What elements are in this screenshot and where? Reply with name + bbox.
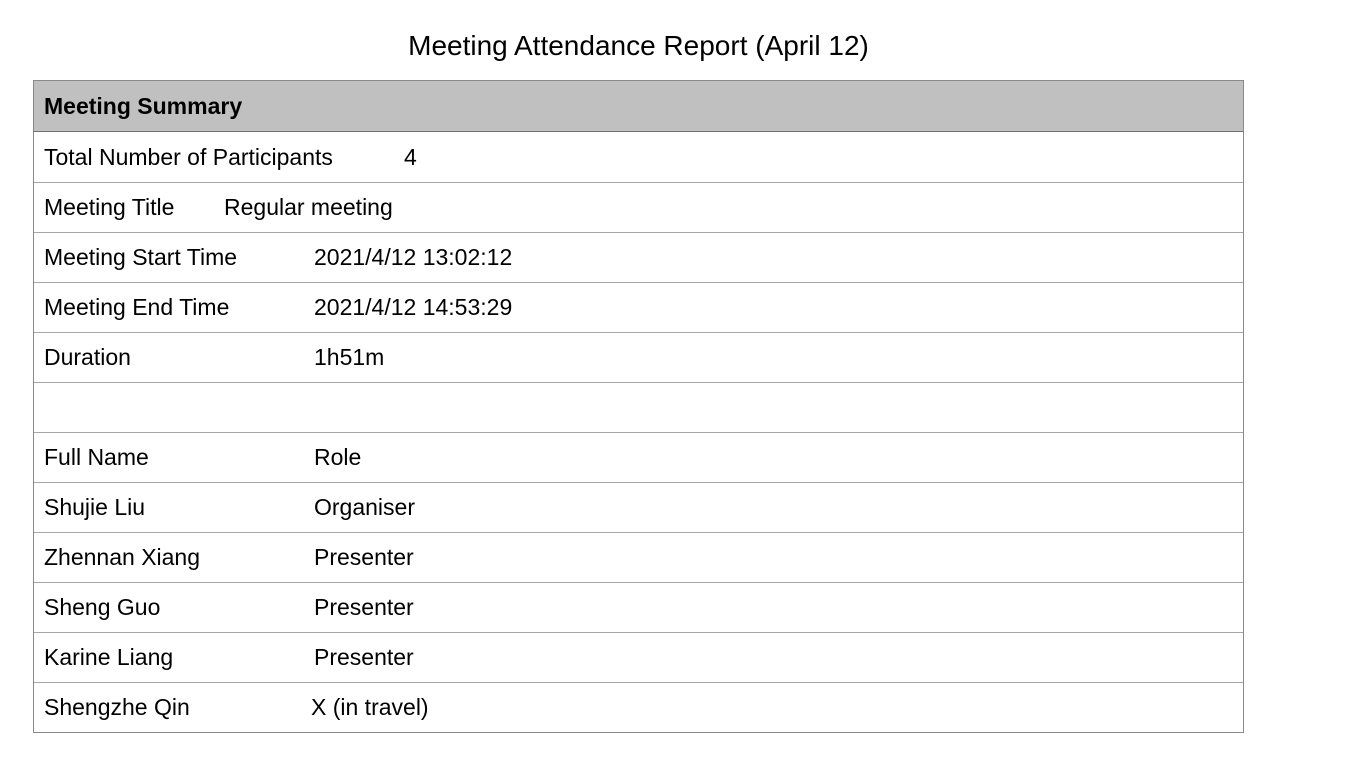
participants-row: Total Number of Participants 4 bbox=[34, 132, 1243, 182]
attendee-role: Presenter bbox=[314, 544, 414, 570]
attendee-name: Sheng Guo bbox=[44, 594, 161, 620]
meeting-title-value: Regular meeting bbox=[224, 194, 393, 220]
start-time-value: 2021/4/12 13:02:12 bbox=[314, 244, 513, 270]
duration-label: Duration bbox=[44, 344, 131, 370]
role-header: Role bbox=[314, 444, 362, 470]
full-name-header: Full Name bbox=[44, 444, 149, 470]
participants-value: 4 bbox=[404, 143, 417, 170]
attendee-role: Presenter bbox=[314, 594, 414, 620]
end-time-row: Meeting End Time 2021/4/12 14:53:29 bbox=[34, 282, 1243, 332]
summary-header-row: Meeting Summary bbox=[34, 81, 1243, 132]
start-time-label: Meeting Start Time bbox=[44, 244, 238, 270]
attendee-name: Karine Liang bbox=[44, 644, 174, 670]
duration-row: Duration 1h51m bbox=[34, 332, 1243, 382]
empty-row bbox=[34, 382, 1243, 432]
duration-value: 1h51m bbox=[314, 344, 385, 370]
attendee-row: Zhennan Xiang Presenter bbox=[34, 532, 1243, 582]
attendee-name: Zhennan Xiang bbox=[44, 544, 201, 570]
attendee-role: Organiser bbox=[314, 494, 415, 520]
attendee-row: Shujie Liu Organiser bbox=[34, 482, 1243, 532]
attendee-row: Sheng Guo Presenter bbox=[34, 582, 1243, 632]
attendee-name: Shujie Liu bbox=[44, 494, 146, 520]
meeting-title-label: Meeting Title bbox=[44, 194, 175, 220]
attendee-row: Shengzhe Qin X (in travel) bbox=[34, 682, 1243, 732]
report-title: Meeting Attendance Report (April 12) bbox=[408, 30, 869, 61]
meeting-title-row: Meeting Title Regular meeting bbox=[34, 182, 1243, 232]
attendee-name: Shengzhe Qin bbox=[44, 694, 190, 720]
participants-label: Total Number of Participants bbox=[44, 143, 333, 170]
summary-heading: Meeting Summary bbox=[44, 92, 243, 119]
attendee-role: X (in travel) bbox=[311, 694, 429, 720]
attendee-row: Karine Liang Presenter bbox=[34, 632, 1243, 682]
start-time-row: Meeting Start Time 2021/4/12 13:02:12 bbox=[34, 232, 1243, 282]
end-time-label: Meeting End Time bbox=[44, 294, 230, 320]
attendee-role: Presenter bbox=[314, 644, 414, 670]
end-time-value: 2021/4/12 14:53:29 bbox=[314, 294, 513, 320]
attendance-table: Meeting Summary Total Number of Particip… bbox=[33, 80, 1244, 733]
attendee-header-row: Full Name Role bbox=[34, 432, 1243, 482]
